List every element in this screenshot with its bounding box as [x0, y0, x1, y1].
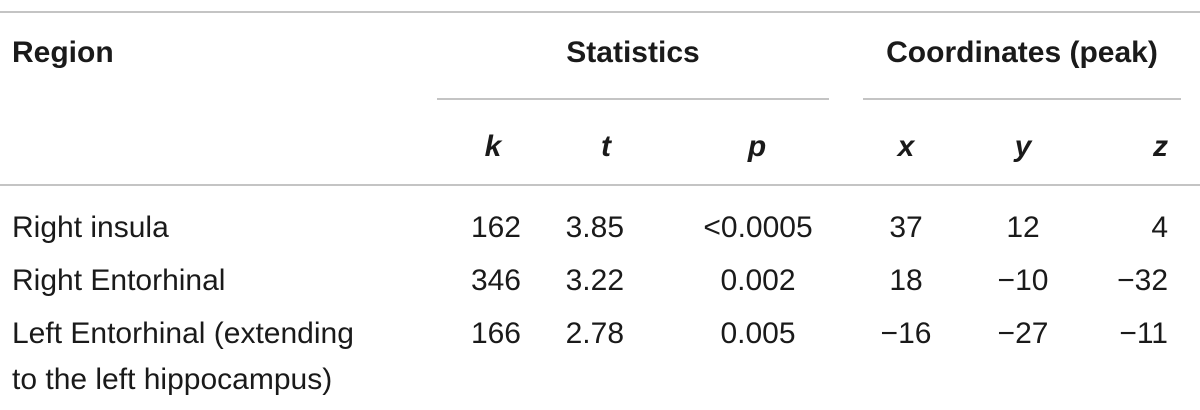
- header-bottom-rule: [0, 184, 1200, 186]
- row2-region: Right Entorhinal: [12, 264, 226, 297]
- row1-k: 162: [470, 211, 521, 244]
- subheader-x: x: [897, 130, 915, 163]
- subheader-k: k: [484, 130, 502, 163]
- row3-p: 0.005: [720, 317, 796, 350]
- row2-t: 3.22: [565, 264, 624, 297]
- row3-z: −11: [1119, 317, 1168, 350]
- row2-y: −10: [997, 264, 1049, 297]
- row3-x: −16: [880, 317, 932, 350]
- row2-p: 0.002: [720, 264, 796, 297]
- row1-z: 4: [1151, 211, 1168, 244]
- row2-x: 18: [889, 264, 923, 297]
- subheader-p: p: [747, 130, 767, 163]
- row1-region: Right insula: [12, 211, 169, 244]
- subheader-t: t: [601, 130, 611, 163]
- row1-t: 3.85: [565, 211, 624, 244]
- header-coordinates: Coordinates (peak): [886, 36, 1158, 69]
- coordinates-group-rule: [863, 98, 1181, 100]
- subheader-y: y: [1014, 130, 1032, 163]
- row1-y: 12: [1006, 211, 1040, 244]
- table-top-rule: [0, 11, 1200, 13]
- row3-region-line1: Left Entorhinal (extending: [12, 317, 354, 350]
- row3-region-line2: to the left hippocampus): [12, 363, 333, 396]
- row3-y: −27: [997, 317, 1049, 350]
- row3-k: 166: [470, 317, 521, 350]
- header-region: Region: [12, 36, 114, 69]
- header-statistics: Statistics: [566, 36, 700, 69]
- row2-k: 346: [470, 264, 521, 297]
- row1-p: <0.0005: [703, 211, 813, 244]
- row3-t: 2.78: [565, 317, 624, 350]
- row2-z: −32: [1117, 264, 1168, 297]
- statistics-group-rule: [437, 98, 829, 100]
- row1-x: 37: [889, 211, 923, 244]
- subheader-z: z: [1153, 130, 1168, 163]
